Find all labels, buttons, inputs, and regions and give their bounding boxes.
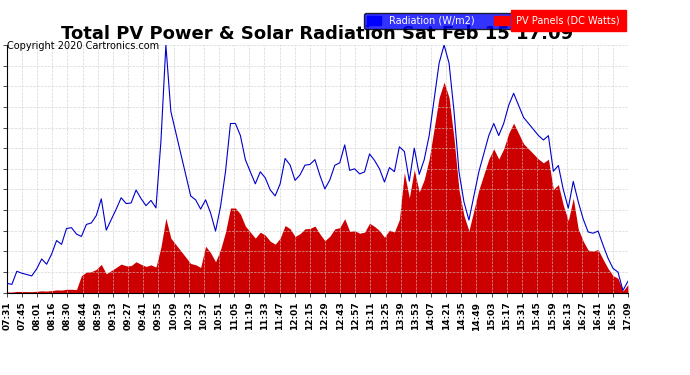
Title: Total PV Power & Solar Radiation Sat Feb 15 17:09: Total PV Power & Solar Radiation Sat Feb… bbox=[61, 26, 573, 44]
Legend: Radiation (W/m2), PV Panels (DC Watts): Radiation (W/m2), PV Panels (DC Watts) bbox=[364, 13, 623, 28]
Text: Copyright 2020 Cartronics.com: Copyright 2020 Cartronics.com bbox=[7, 41, 159, 51]
